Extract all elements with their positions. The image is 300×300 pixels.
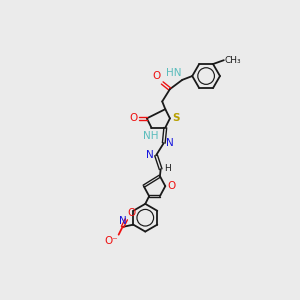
Text: H: H	[164, 164, 170, 173]
Text: O: O	[129, 113, 138, 123]
Text: O: O	[152, 71, 161, 81]
Text: HN: HN	[166, 68, 182, 78]
Text: O: O	[168, 181, 176, 191]
Text: N: N	[118, 216, 126, 226]
Text: NH: NH	[143, 131, 158, 141]
Text: O⁻: O⁻	[104, 236, 118, 246]
Text: O: O	[127, 208, 135, 218]
Text: S: S	[172, 113, 180, 123]
Text: N: N	[146, 150, 154, 160]
Text: N: N	[166, 138, 174, 148]
Text: CH₃: CH₃	[225, 56, 241, 65]
